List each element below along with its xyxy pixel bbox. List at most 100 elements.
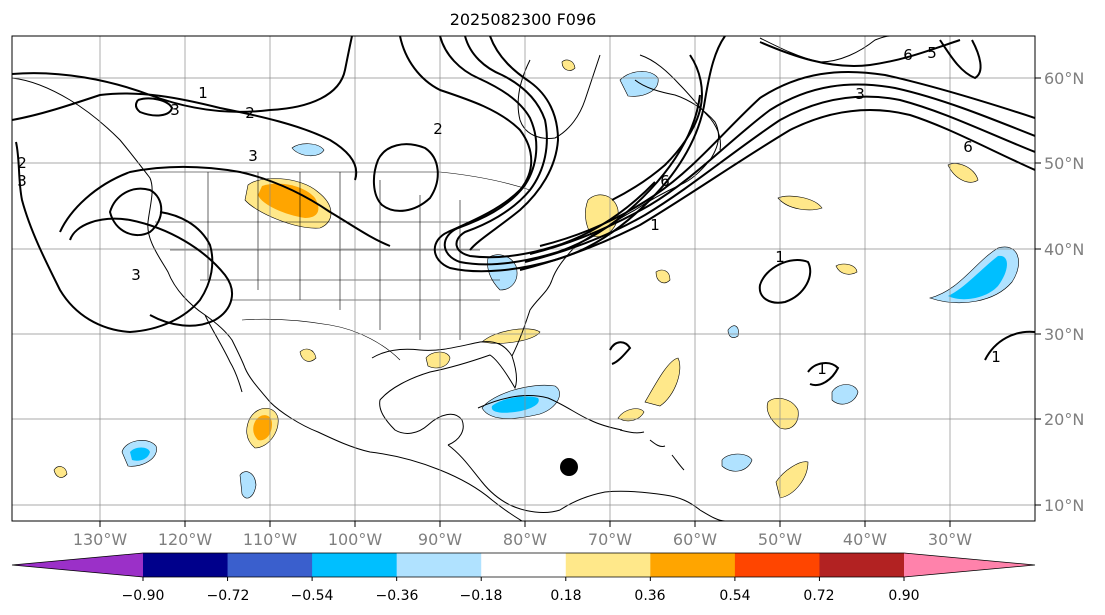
lon-label-100w: 100°W bbox=[328, 530, 383, 549]
lon-label-70w: 70°W bbox=[588, 530, 632, 549]
shade-small-yellow-3 bbox=[655, 269, 671, 284]
colorbar-bin-7 bbox=[734, 553, 820, 577]
colorbar-bin-5 bbox=[565, 553, 651, 577]
colorbar-bin-2 bbox=[312, 553, 398, 577]
contour-atlantic-small-1 bbox=[807, 362, 840, 386]
lon-label-110w: 110°W bbox=[243, 530, 298, 549]
contour-lines bbox=[12, 36, 1035, 386]
colorbar-label-6: 0.36 bbox=[634, 588, 665, 604]
lat-label-50n: 50°N bbox=[1044, 154, 1084, 173]
lat-label-10n: 10°N bbox=[1044, 496, 1084, 515]
coastline-gulf-mexico bbox=[371, 341, 517, 446]
coastline-central-america bbox=[447, 444, 561, 513]
lon-label-120w: 120°W bbox=[158, 530, 213, 549]
shade-atl-yellow-1 bbox=[644, 357, 681, 407]
lat-label-40n: 40°N bbox=[1044, 240, 1084, 259]
shade-atl-yellow-7 bbox=[835, 263, 858, 275]
colorbar-label-2: −0.54 bbox=[291, 588, 334, 604]
shade-northern-plains-core bbox=[258, 183, 319, 218]
shade-mexico-core bbox=[253, 415, 272, 441]
contour-west-2 bbox=[12, 92, 358, 181]
contour-northeast-2 bbox=[439, 36, 701, 266]
contour-label-13: 1 bbox=[775, 248, 785, 266]
shade-canada-small-blue bbox=[291, 143, 325, 157]
coastline-cuba bbox=[477, 395, 623, 431]
contour-mid-atlantic-loop bbox=[758, 259, 812, 304]
colorbar-bin-4 bbox=[481, 553, 567, 577]
shade-small-yellow-2 bbox=[53, 466, 68, 478]
colorbar-extend-low bbox=[12, 553, 143, 577]
colorbar-bin-8 bbox=[819, 553, 905, 577]
lon-label-50w: 50°W bbox=[758, 530, 802, 549]
shade-small-yellow-4 bbox=[561, 59, 576, 71]
coastline-caribbean-islands bbox=[619, 429, 685, 471]
map-area: 1 2 3 3 2 3 3 2 6 5 3 6 1 1 1 1 6 bbox=[12, 36, 1035, 521]
coastline-greenland bbox=[759, 36, 891, 63]
longitude-labels: 130°W 120°W 110°W 100°W 90°W 80°W 70°W 6… bbox=[73, 530, 972, 549]
colorbar-label-4: −0.18 bbox=[460, 588, 503, 604]
contour-atlantic-jet-1 bbox=[519, 109, 1035, 271]
shade-mex-pac-blue bbox=[239, 471, 257, 499]
colorbar-label-0: −0.90 bbox=[122, 588, 165, 604]
contour-label-5: 2 bbox=[433, 120, 443, 138]
shade-cuba-core bbox=[491, 396, 539, 413]
contour-label-2: 2 bbox=[245, 104, 255, 122]
colorbar-bin-1 bbox=[227, 553, 313, 577]
colorbar-label-3: −0.36 bbox=[376, 588, 419, 604]
colorbar bbox=[11, 552, 1036, 581]
lat-label-20n: 20°N bbox=[1044, 410, 1084, 429]
contour-label-4: 3 bbox=[248, 147, 258, 165]
contour-northeast-4 bbox=[469, 36, 560, 251]
lon-label-30w: 30°W bbox=[928, 530, 972, 549]
contour-west-6 bbox=[108, 187, 163, 237]
coastline-alaska-canada-west bbox=[12, 77, 523, 521]
colorbar-label-5: 0.18 bbox=[550, 588, 581, 604]
contour-label-9: 6 bbox=[903, 46, 913, 64]
contour-atlantic-jet-5 bbox=[611, 54, 703, 201]
lon-label-40w: 40°W bbox=[843, 530, 887, 549]
colorbar-label-1: −0.72 bbox=[207, 588, 250, 604]
shade-atl-yellow-4 bbox=[775, 461, 809, 499]
contour-northeast-1 bbox=[399, 36, 726, 273]
map-title: 2025082300 F096 bbox=[449, 10, 597, 29]
colorbar-bin-0 bbox=[143, 553, 229, 577]
tick-marks bbox=[99, 77, 1041, 527]
contour-west-4 bbox=[15, 141, 214, 334]
colorbar-label-9: 0.90 bbox=[888, 588, 919, 604]
contour-east-atlantic bbox=[984, 330, 1035, 361]
contour-baja-loop bbox=[69, 217, 234, 327]
shade-atlantic-core bbox=[948, 255, 1007, 300]
shade-atl-yellow-5 bbox=[777, 195, 823, 211]
shade-atl-blue-small-3 bbox=[727, 325, 739, 338]
shade-small-yellow-1 bbox=[299, 348, 317, 362]
contour-label-10: 5 bbox=[927, 44, 937, 62]
colorbar-label-8: 0.72 bbox=[803, 588, 834, 604]
shade-atl-blue-small-2 bbox=[721, 453, 753, 472]
shaded-regions bbox=[53, 59, 1019, 499]
contour-atlantic-loop bbox=[939, 39, 982, 80]
shade-pacific-core bbox=[130, 447, 150, 461]
contour-label-3: 3 bbox=[170, 101, 180, 119]
contour-label-7: 3 bbox=[17, 172, 27, 190]
storm-position-marker bbox=[560, 458, 578, 476]
contour-atlantic-small-2 bbox=[609, 341, 632, 365]
shade-atl-yellow-3 bbox=[766, 397, 799, 430]
coastline-south-america bbox=[559, 490, 726, 521]
contour-label-group: 1 2 3 3 2 3 3 2 6 5 3 6 1 1 1 1 6 bbox=[17, 44, 1001, 378]
contour-west-5 bbox=[59, 165, 391, 247]
contour-label-12: 6 bbox=[963, 138, 973, 156]
contour-atlantic-jet-2 bbox=[524, 95, 1035, 263]
contour-label-11: 3 bbox=[855, 85, 865, 103]
contour-label-16: 1 bbox=[991, 348, 1001, 366]
lon-label-60w: 60°W bbox=[673, 530, 717, 549]
contour-atlantic-top bbox=[759, 39, 961, 67]
shade-atl-blue-small bbox=[831, 384, 859, 405]
shade-atl-yellow-6 bbox=[947, 163, 979, 183]
contour-atlantic-jet-4 bbox=[539, 70, 1035, 247]
contour-label-15: 1 bbox=[817, 360, 827, 378]
colorbar-bin-3 bbox=[396, 553, 482, 577]
contour-great-lakes bbox=[372, 143, 439, 212]
lon-label-80w: 80°W bbox=[503, 530, 547, 549]
colorbar-label-7: 0.54 bbox=[719, 588, 750, 604]
contour-west-1 bbox=[12, 36, 353, 113]
